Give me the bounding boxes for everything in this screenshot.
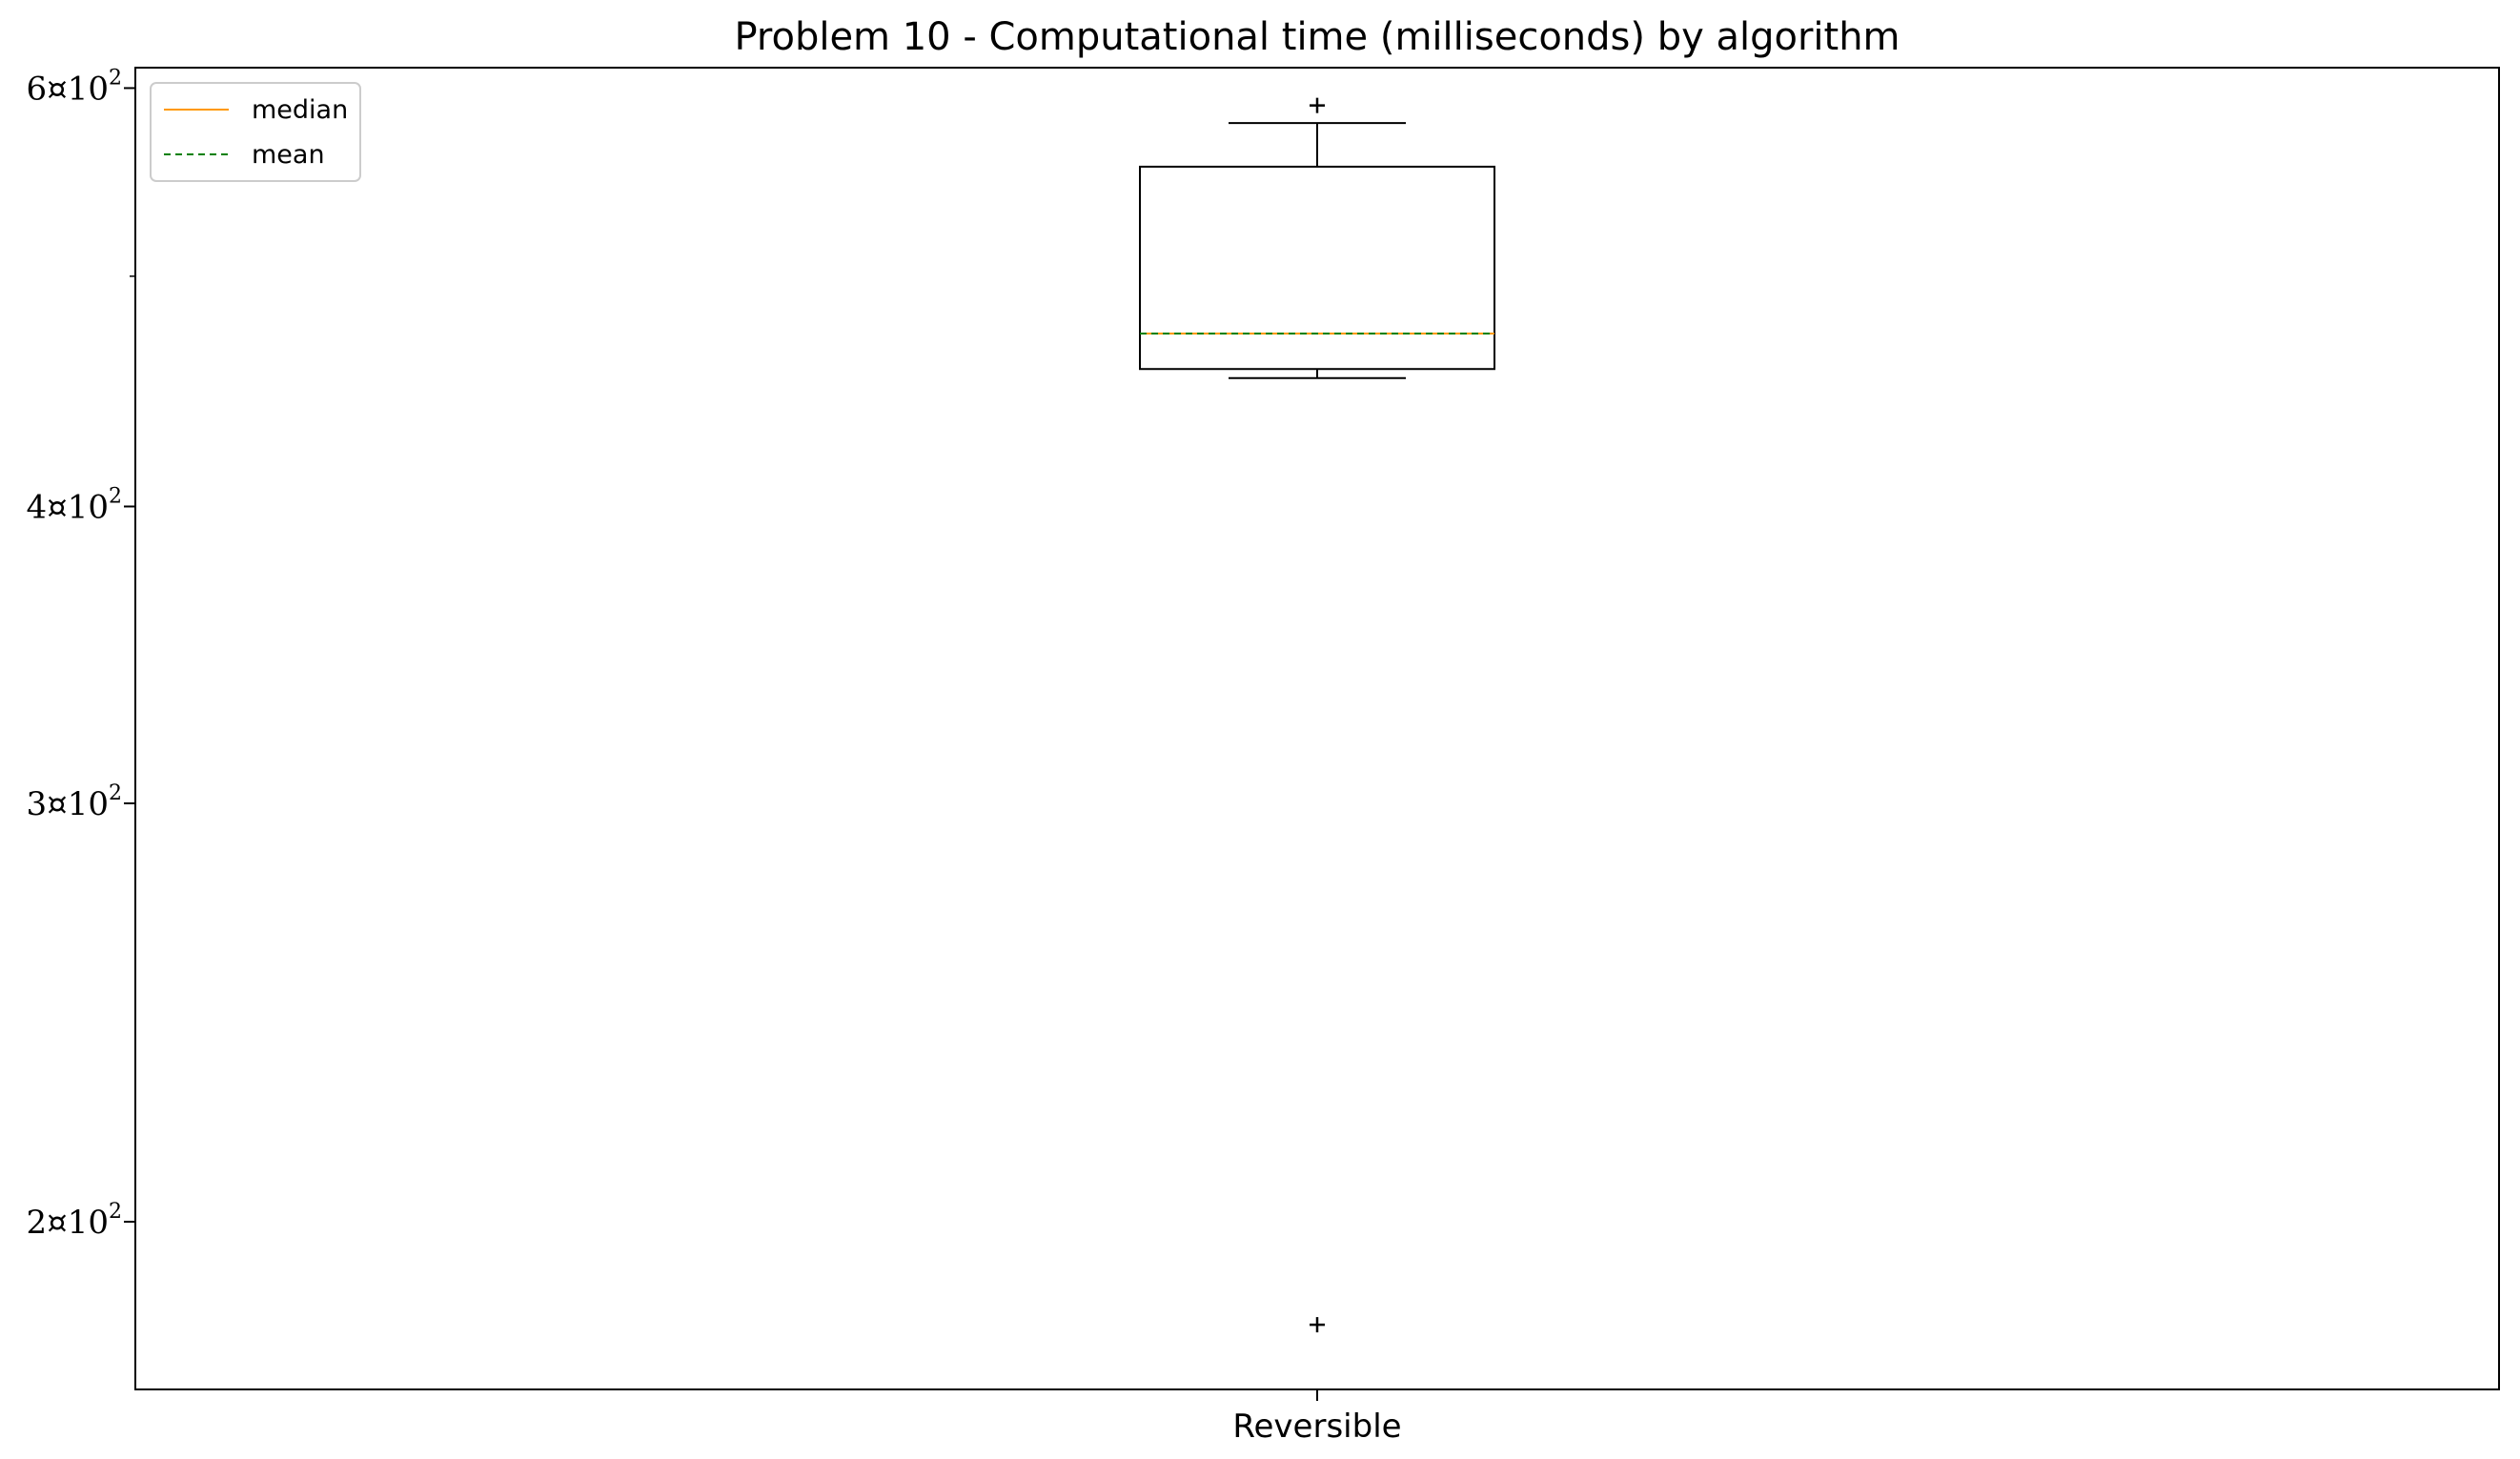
- y-tick-mantissa: 3: [26, 785, 47, 823]
- y-tick-separator: ¤: [47, 785, 68, 823]
- y-tick-base: 10: [68, 1204, 109, 1242]
- x-axis: Reversible: [1232, 1389, 1402, 1446]
- outlier-marker: [1310, 1317, 1325, 1333]
- legend-frame: [150, 82, 361, 182]
- y-tick-label: 6¤102: [26, 66, 122, 108]
- legend-label-median: median: [252, 95, 348, 125]
- y-tick-base: 10: [68, 70, 109, 108]
- y-tick-label: 3¤102: [26, 781, 122, 823]
- legend-label-mean: mean: [252, 140, 325, 170]
- plot-area-frame: [134, 67, 2500, 1390]
- y-tick-exponent: 2: [109, 484, 122, 508]
- y-tick-exponent: 2: [109, 66, 122, 90]
- x-category-label: Reversible: [1232, 1408, 1401, 1446]
- y-tick-exponent: 2: [109, 1200, 122, 1224]
- y-tick-separator: ¤: [47, 1204, 68, 1242]
- y-tick-base: 10: [68, 785, 109, 823]
- y-tick-mantissa: 4: [26, 488, 47, 526]
- chart-title: Problem 10 - Computational time (millise…: [734, 15, 1900, 59]
- y-tick-mantissa: 6: [26, 70, 47, 108]
- y-tick-separator: ¤: [47, 70, 68, 108]
- y-tick-label: 4¤102: [26, 484, 122, 526]
- y-tick-separator: ¤: [47, 488, 68, 526]
- outlier-marker: [1310, 97, 1325, 113]
- y-tick-exponent: 2: [109, 781, 122, 805]
- box-iqr: [1139, 165, 1495, 371]
- y-tick-mantissa: 2: [26, 1204, 47, 1242]
- y-tick-base: 10: [68, 488, 109, 526]
- legend: median mean: [150, 82, 361, 182]
- box-group: [1139, 97, 1495, 1333]
- y-tick-label: 2¤102: [26, 1200, 122, 1242]
- boxes: [1139, 97, 1495, 1333]
